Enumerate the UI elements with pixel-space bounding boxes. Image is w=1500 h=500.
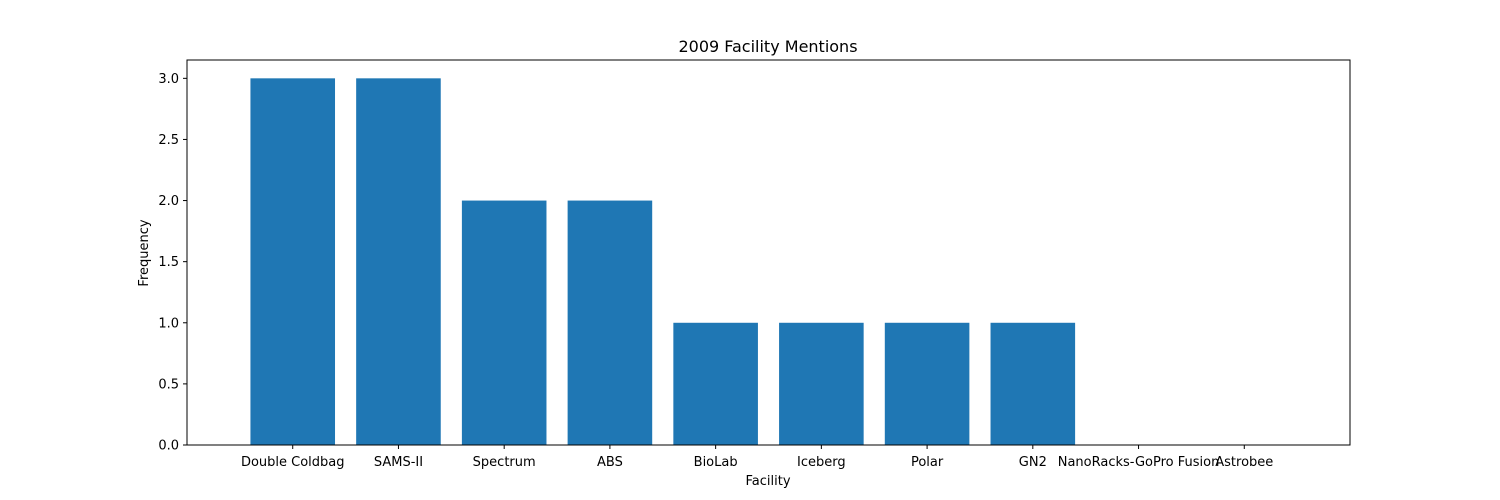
bar-2: [461, 200, 547, 445]
y-axis-label: Frequency: [137, 219, 152, 286]
x-tick-label-8: NanoRacks-GoPro Fusion: [1058, 455, 1220, 470]
x-tick-label-9: Astrobee: [1215, 455, 1273, 470]
x-tick-label-6: Polar: [911, 455, 944, 470]
y-tick-label-2: 1.0: [158, 316, 179, 331]
bar-6: [884, 322, 970, 445]
x-tick-label-4: BioLab: [694, 455, 738, 470]
y-tick-label-0: 0.0: [158, 439, 179, 454]
x-tick-label-3: ABS: [597, 455, 623, 470]
bar-7: [990, 322, 1076, 445]
x-tick-label-7: GN2: [1019, 455, 1047, 470]
chart-title: 2009 Facility Mentions: [678, 37, 857, 56]
y-tick-label-1: 0.5: [158, 377, 179, 392]
plot-frame: [186, 59, 1351, 446]
y-tick-label-6: 3.0: [158, 72, 179, 87]
bar-4: [673, 322, 758, 445]
bar-5: [779, 322, 864, 445]
bar-1: [356, 78, 441, 445]
x-tick-label-5: Iceberg: [797, 455, 846, 470]
bar-3: [567, 200, 653, 445]
x-tick-label-0: Double Coldbag: [241, 455, 345, 470]
bar-0: [250, 78, 336, 445]
x-axis: Double Coldbag SAMS-II Spectrum ABS BioLab Ic…: [241, 445, 1273, 470]
x-tick-label-1: SAMS-II: [374, 455, 423, 470]
x-tick-label-2: Spectrum: [473, 455, 536, 470]
y-tick-label-5: 2.5: [158, 133, 179, 148]
y-tick-label-4: 2.0: [158, 194, 179, 209]
y-axis: 0.0 0.5 1.0 1.5 2.0 2.5 3.0: [158, 72, 187, 454]
bars-group: [250, 78, 1076, 445]
y-tick-label-3: 1.5: [158, 255, 179, 270]
x-axis-label: Facility: [745, 474, 790, 489]
